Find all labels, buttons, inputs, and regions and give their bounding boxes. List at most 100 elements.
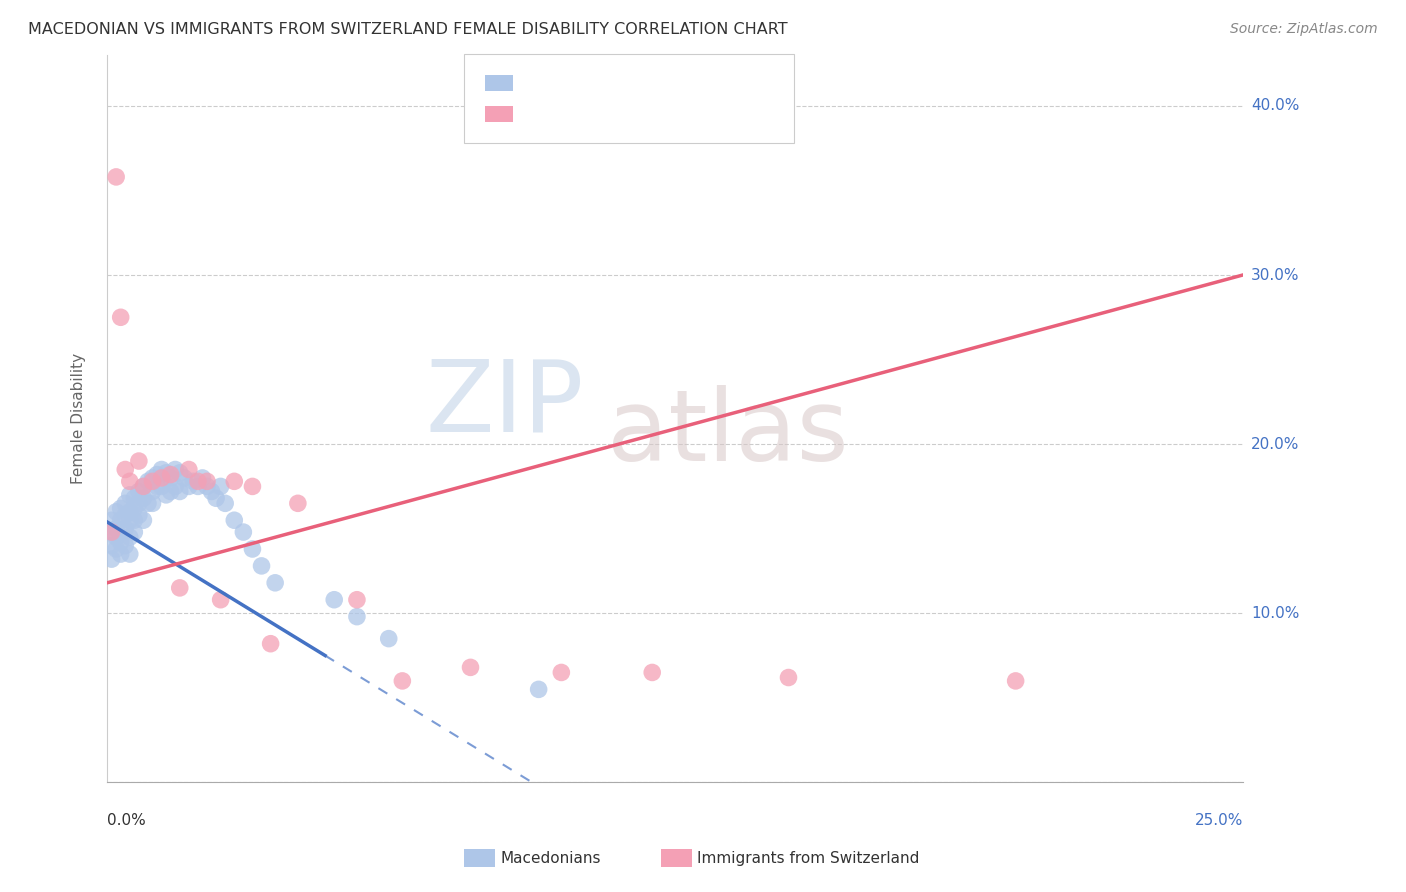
Text: 68: 68 — [665, 71, 686, 89]
Point — [105, 541, 128, 556]
Point — [209, 592, 232, 607]
Point — [195, 479, 218, 493]
Point — [114, 496, 136, 510]
Text: 0.0%: 0.0% — [107, 813, 146, 828]
Text: 40.0%: 40.0% — [1251, 98, 1299, 113]
Text: MACEDONIAN VS IMMIGRANTS FROM SWITZERLAND FEMALE DISABILITY CORRELATION CHART: MACEDONIAN VS IMMIGRANTS FROM SWITZERLAN… — [28, 22, 787, 37]
Point — [159, 484, 181, 499]
Point — [150, 471, 173, 485]
Point — [110, 535, 132, 549]
Point — [118, 505, 141, 519]
Text: 25.0%: 25.0% — [1195, 813, 1243, 828]
Point — [195, 475, 218, 489]
Point — [159, 467, 181, 482]
Text: Immigrants from Switzerland: Immigrants from Switzerland — [697, 851, 920, 865]
Point — [323, 592, 346, 607]
Point — [169, 466, 191, 480]
Point — [150, 479, 173, 493]
Point — [242, 541, 264, 556]
Text: 26: 26 — [665, 103, 686, 120]
Point — [165, 479, 187, 493]
Point — [165, 462, 187, 476]
Point — [105, 505, 128, 519]
Point — [100, 513, 122, 527]
Point — [141, 484, 163, 499]
Point — [214, 496, 236, 510]
Point — [159, 471, 181, 485]
Point — [264, 575, 287, 590]
Point — [377, 632, 399, 646]
Point — [169, 484, 191, 499]
Point — [105, 522, 128, 536]
Point — [128, 484, 150, 499]
Point — [242, 479, 264, 493]
Point — [136, 475, 159, 489]
Point — [259, 637, 281, 651]
Point — [150, 462, 173, 476]
Point — [124, 501, 146, 516]
Point — [100, 539, 122, 553]
Point — [128, 508, 150, 523]
Point — [132, 479, 155, 493]
Point — [346, 592, 368, 607]
Text: Source: ZipAtlas.com: Source: ZipAtlas.com — [1230, 22, 1378, 37]
Point — [105, 169, 128, 184]
Point — [124, 513, 146, 527]
Point — [287, 496, 309, 510]
Point — [141, 471, 163, 485]
Point — [118, 530, 141, 544]
Point — [128, 496, 150, 510]
Point — [110, 513, 132, 527]
Point — [155, 488, 177, 502]
Text: 30.0%: 30.0% — [1251, 268, 1299, 283]
Point — [132, 491, 155, 506]
Y-axis label: Female Disability: Female Disability — [72, 353, 86, 484]
Point — [527, 682, 550, 697]
Point — [250, 558, 273, 573]
Point — [141, 475, 163, 489]
Point — [641, 665, 664, 680]
Point — [114, 508, 136, 523]
Point — [136, 496, 159, 510]
Point — [187, 479, 209, 493]
Point — [114, 522, 136, 536]
Point — [100, 524, 122, 539]
Point — [146, 479, 169, 493]
Point — [110, 524, 132, 539]
Text: R =: R = — [522, 103, 558, 120]
Point — [114, 539, 136, 553]
Text: N =: N = — [623, 71, 671, 89]
Point — [183, 475, 205, 489]
Point — [224, 513, 246, 527]
Text: atlas: atlas — [607, 384, 848, 482]
Point — [346, 609, 368, 624]
Point — [110, 501, 132, 516]
Point — [169, 581, 191, 595]
Text: R =: R = — [522, 71, 558, 89]
Point — [100, 524, 122, 539]
Point — [187, 475, 209, 489]
Point — [105, 530, 128, 544]
Point — [191, 471, 214, 485]
Point — [209, 479, 232, 493]
Point — [100, 552, 122, 566]
Point — [132, 479, 155, 493]
Point — [118, 475, 141, 489]
Text: ZIP: ZIP — [426, 356, 583, 453]
Point — [118, 547, 141, 561]
Point — [110, 547, 132, 561]
Point — [118, 513, 141, 527]
Text: Macedonians: Macedonians — [501, 851, 600, 865]
Point — [173, 471, 195, 485]
Point — [128, 454, 150, 468]
Point — [1004, 673, 1026, 688]
Point — [155, 466, 177, 480]
Point — [124, 524, 146, 539]
Text: N =: N = — [623, 103, 671, 120]
Text: 10.0%: 10.0% — [1251, 606, 1299, 621]
Point — [200, 484, 222, 499]
Point — [177, 479, 200, 493]
Text: 20.0%: 20.0% — [1251, 436, 1299, 451]
Point — [141, 496, 163, 510]
Point — [110, 310, 132, 325]
